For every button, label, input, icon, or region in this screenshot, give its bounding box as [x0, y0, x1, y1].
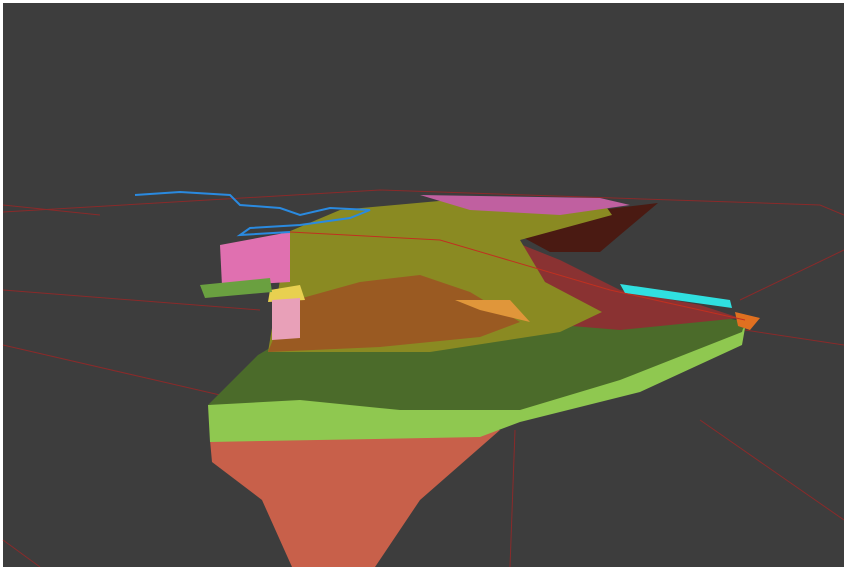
cyan-layer: [620, 284, 732, 308]
dark-layer: [500, 203, 658, 252]
boundary-outline: [134, 190, 371, 237]
grid-line: [2, 539, 41, 567]
grid-line: [2, 289, 261, 311]
green-strip: [200, 278, 272, 298]
pink-face: [272, 298, 300, 340]
brown-layer: [268, 275, 520, 352]
yellow-patch: [268, 285, 305, 302]
grid-line: [739, 249, 844, 301]
grid-lines: [2, 189, 844, 567]
grid-line: [2, 344, 221, 396]
fault-line: [289, 231, 746, 321]
pink-wall: [220, 232, 290, 286]
lower-layer: [210, 430, 500, 567]
grid-line: [509, 429, 516, 567]
pink-top: [420, 195, 630, 215]
orange-patch: [455, 300, 530, 322]
grid-line: [744, 329, 844, 346]
horizon-line: [2, 189, 844, 216]
grid-line: [2, 204, 101, 216]
orange-edge: [735, 312, 760, 330]
grid-line: [699, 419, 844, 521]
